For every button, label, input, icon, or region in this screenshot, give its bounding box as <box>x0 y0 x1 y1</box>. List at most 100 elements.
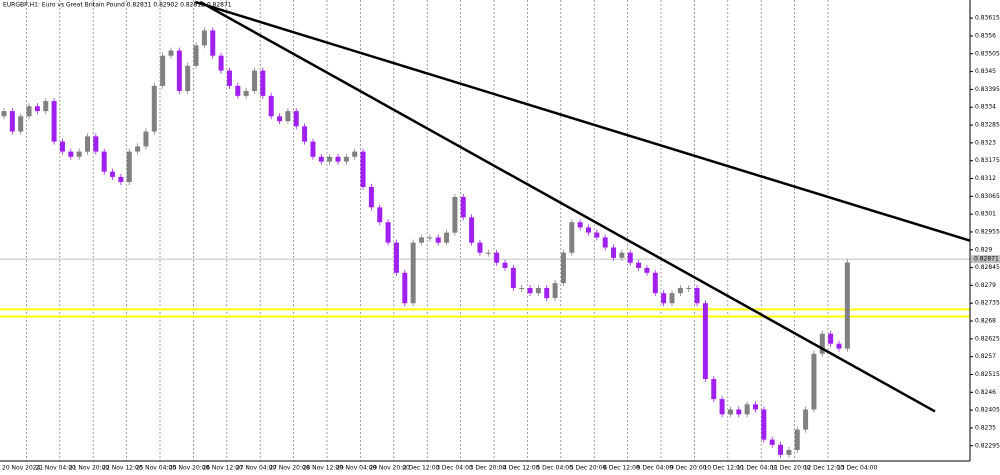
candle <box>368 186 374 208</box>
candle <box>126 151 132 183</box>
candle <box>310 141 316 157</box>
chart-title: EURGBP,H1: Euro vs Great Britain Pound 0… <box>3 2 232 9</box>
y-tick-label: 0.8257 <box>975 353 996 360</box>
candle <box>118 176 124 183</box>
candle <box>469 217 475 243</box>
y-tick-label: 0.8356 <box>975 32 996 39</box>
candle <box>343 156 349 162</box>
candle <box>302 126 308 142</box>
candle <box>268 95 274 117</box>
x-tick-label: 28 Nov 12:00 <box>303 465 344 472</box>
candle <box>43 101 49 112</box>
x-tick-label: 3 Dec 04:00 <box>436 465 473 472</box>
y-tick-label: 0.82405 <box>975 407 1000 414</box>
candle <box>661 293 667 304</box>
y-tick-label: 0.8235 <box>975 424 996 431</box>
x-tick-label: 13 Dec 04:00 <box>837 465 878 472</box>
candle <box>59 141 65 152</box>
x-tick-label: 21 Nov 04:00 <box>35 465 76 472</box>
y-tick-label: 0.83505 <box>975 50 1000 57</box>
y-tick-label: 0.82845 <box>975 264 1000 271</box>
candle <box>485 252 491 254</box>
y-tick-label: 0.8323 <box>975 139 996 146</box>
candle <box>694 288 700 304</box>
y-tick-label: 0.82735 <box>975 300 1000 307</box>
x-tick-label: 21 Nov 20:00 <box>69 465 110 472</box>
y-tick-label: 0.8279 <box>975 282 996 289</box>
x-tick-label: 2 Dec 12:00 <box>403 465 440 472</box>
candle <box>803 409 809 430</box>
candle <box>76 151 82 157</box>
grid <box>26 0 829 461</box>
y-tick-label: 0.82295 <box>975 442 1000 449</box>
candle <box>327 156 333 162</box>
candle <box>836 343 842 349</box>
candle <box>502 262 508 268</box>
candle <box>552 283 558 299</box>
candle <box>377 207 383 223</box>
y-tick-label: 0.82955 <box>975 228 1000 235</box>
candle <box>160 55 166 86</box>
candle <box>243 91 249 96</box>
candle <box>385 222 391 243</box>
x-tick-label: 9 Dec 04:00 <box>637 465 674 472</box>
x-tick-label: 11 Dec 04:00 <box>737 465 778 472</box>
y-tick-label: 0.83175 <box>975 157 1000 164</box>
candle <box>644 267 650 273</box>
candle <box>410 242 416 304</box>
candle <box>285 111 291 122</box>
y-tick-label: 0.8301 <box>975 211 996 218</box>
y-tick-label: 0.8312 <box>975 175 996 182</box>
x-tick-label: 25 Nov 04:00 <box>136 465 177 472</box>
y-tick-label: 0.829 <box>975 246 992 253</box>
y-tick-label: 0.83615 <box>975 15 1000 22</box>
trendline <box>194 0 971 242</box>
candle <box>527 288 533 294</box>
candle <box>360 151 366 187</box>
candle <box>602 237 608 248</box>
candle <box>201 30 207 46</box>
candle <box>652 272 658 294</box>
candle <box>185 65 191 92</box>
candle <box>193 45 199 66</box>
candle <box>627 252 633 263</box>
plot <box>0 0 971 458</box>
candle <box>18 116 24 132</box>
candle <box>1 111 7 117</box>
candle <box>619 252 625 258</box>
x-tick-label: 3 Dec 20:00 <box>470 465 507 472</box>
candle <box>811 353 817 410</box>
candle <box>176 50 182 92</box>
candle <box>544 288 550 299</box>
x-tick-label: 27 Nov 04:00 <box>236 465 277 472</box>
candle <box>85 136 90 152</box>
candle <box>744 404 750 415</box>
candle <box>494 252 500 263</box>
candle <box>611 247 617 258</box>
candle <box>226 70 232 86</box>
candle <box>778 444 784 455</box>
candle <box>753 404 758 410</box>
candle <box>135 146 141 152</box>
candle <box>168 50 174 56</box>
y-tick-label: 0.83285 <box>975 122 1000 129</box>
candle <box>335 156 341 162</box>
candle <box>819 333 825 354</box>
candle <box>719 399 725 415</box>
candle <box>510 267 516 289</box>
x-tick-label: 9 Dec 20:00 <box>670 465 707 472</box>
x-tick-label: 4 Dec 12:00 <box>503 465 540 472</box>
candle <box>761 409 767 440</box>
candle <box>93 136 99 152</box>
x-tick-label: 5 Dec 04:00 <box>536 465 573 472</box>
current-price-box <box>971 255 1000 264</box>
candle <box>352 151 358 157</box>
candle <box>218 55 224 71</box>
x-tick-label: 29 Nov 20:00 <box>369 465 410 472</box>
candle <box>477 242 483 253</box>
x-tick-label: 29 Nov 04:00 <box>336 465 377 472</box>
y-tick-label: 0.83395 <box>975 86 1000 93</box>
candle <box>452 196 458 233</box>
candle <box>669 293 675 304</box>
